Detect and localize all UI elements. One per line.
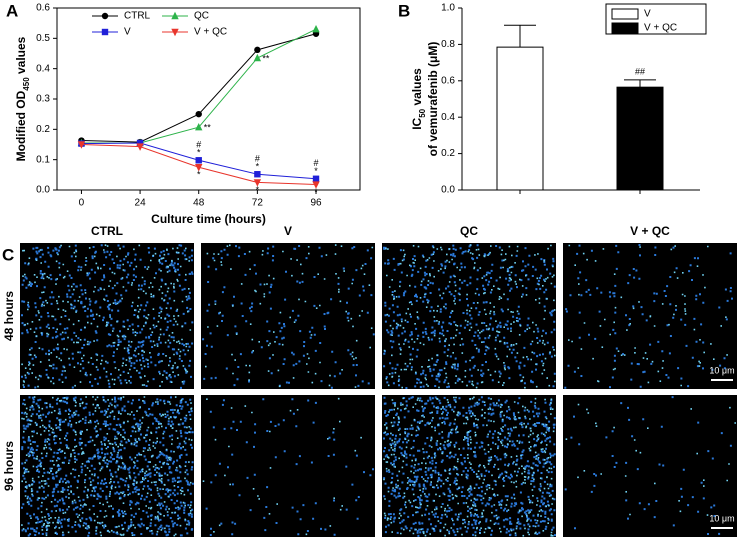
bar xyxy=(496,46,544,191)
significance-mark: # xyxy=(255,154,260,164)
row-header: 48 hours xyxy=(2,291,16,341)
legend-label: V + QC xyxy=(644,23,677,34)
cell-nuclei xyxy=(21,396,193,537)
column-header: CTRL xyxy=(91,224,123,238)
marker xyxy=(195,164,203,172)
legend-label: V xyxy=(124,27,131,38)
significance-mark: * xyxy=(197,148,201,158)
legend-label: QC xyxy=(194,11,209,22)
x-axis-label: Culture time (hours) xyxy=(151,212,266,226)
y-tick-label: 0.1 xyxy=(36,154,50,165)
x-tick-label: 72 xyxy=(252,198,264,209)
panel-letter: B xyxy=(398,1,410,20)
marker xyxy=(312,175,320,182)
y-axis-label: Modified OD450 values xyxy=(14,36,30,161)
x-tick-label: 0 xyxy=(79,198,85,209)
cell-nuclei xyxy=(383,244,556,389)
y-axis-label-part: values xyxy=(410,68,424,109)
y-axis-label-part: values xyxy=(14,36,28,77)
scale-bar-label: 10 μm xyxy=(709,365,734,375)
marker xyxy=(171,28,179,37)
marker xyxy=(195,157,202,164)
legend-swatch xyxy=(611,8,639,20)
y-axis-label-part: 450 xyxy=(22,77,31,91)
significance-mark: * xyxy=(197,170,201,180)
marker xyxy=(136,143,144,151)
y-tick-label: 0.4 xyxy=(36,63,50,74)
column-header: V xyxy=(284,224,292,238)
legend-label: V xyxy=(644,9,651,20)
marker xyxy=(253,53,262,62)
column-header: QC xyxy=(460,224,478,238)
legend-swatch xyxy=(611,22,639,34)
y-tick-label: 0.3 xyxy=(36,94,50,105)
y-tick-label: 0.2 xyxy=(441,148,455,159)
significance-mark: * xyxy=(256,185,260,195)
y-axis-label-part: Modified OD xyxy=(14,90,28,161)
y-axis-label: of vemurafenib (μM) xyxy=(426,42,440,157)
panel-letter: C xyxy=(2,245,14,264)
column-header: V + QC xyxy=(630,224,670,238)
marker xyxy=(77,141,86,149)
marker xyxy=(101,28,109,36)
row-header: 96 hours xyxy=(2,441,16,491)
significance-mark: * xyxy=(256,162,260,172)
y-tick-label: 0.4 xyxy=(441,112,455,123)
legend-label: CTRL xyxy=(124,11,151,22)
x-tick-label: 24 xyxy=(135,198,147,209)
y-tick-label: 0.6 xyxy=(441,75,455,86)
marker xyxy=(195,123,203,131)
legend-box xyxy=(605,3,707,35)
y-tick-label: 0.6 xyxy=(36,3,50,14)
marker xyxy=(254,46,261,54)
cell-nuclei xyxy=(383,396,556,537)
y-axis-label-part: IC xyxy=(410,117,424,129)
significance-mark: * xyxy=(314,166,318,176)
marker xyxy=(195,110,202,118)
bar xyxy=(616,86,664,191)
marker xyxy=(253,179,262,187)
significance-mark: * xyxy=(314,187,318,197)
y-axis-label-part: of vemurafenib (μM) xyxy=(426,42,440,157)
marker xyxy=(101,12,109,20)
panel-letter: A xyxy=(6,1,18,20)
significance-mark: ## xyxy=(635,66,645,76)
micrograph xyxy=(563,395,737,537)
y-tick-label: 0.8 xyxy=(441,39,455,50)
y-tick-label: 1.0 xyxy=(441,3,455,14)
significance-mark: # xyxy=(196,140,201,150)
marker xyxy=(136,139,144,147)
micrograph xyxy=(201,395,375,537)
y-tick-label: 0.0 xyxy=(441,185,455,196)
micrograph xyxy=(201,243,375,389)
marker xyxy=(254,171,261,178)
marker xyxy=(171,11,179,20)
marker xyxy=(312,25,320,33)
x-tick-label: 48 xyxy=(193,198,205,209)
micrograph xyxy=(20,243,194,389)
significance-mark: ** xyxy=(204,123,212,133)
x-tick-label: 96 xyxy=(310,198,322,209)
legend-label: V + QC xyxy=(194,27,227,38)
significance-mark: ** xyxy=(262,53,270,63)
y-tick-label: 0.0 xyxy=(36,185,50,196)
marker xyxy=(312,181,320,189)
y-tick-label: 0.5 xyxy=(36,33,50,44)
significance-mark: # xyxy=(314,158,319,168)
y-axis-label-part: 50 xyxy=(418,108,427,117)
y-tick-label: 0.2 xyxy=(36,124,50,135)
cell-nuclei xyxy=(383,244,556,389)
scale-bar-label: 10 μm xyxy=(709,513,734,523)
y-axis-label: IC50 values xyxy=(410,68,426,130)
